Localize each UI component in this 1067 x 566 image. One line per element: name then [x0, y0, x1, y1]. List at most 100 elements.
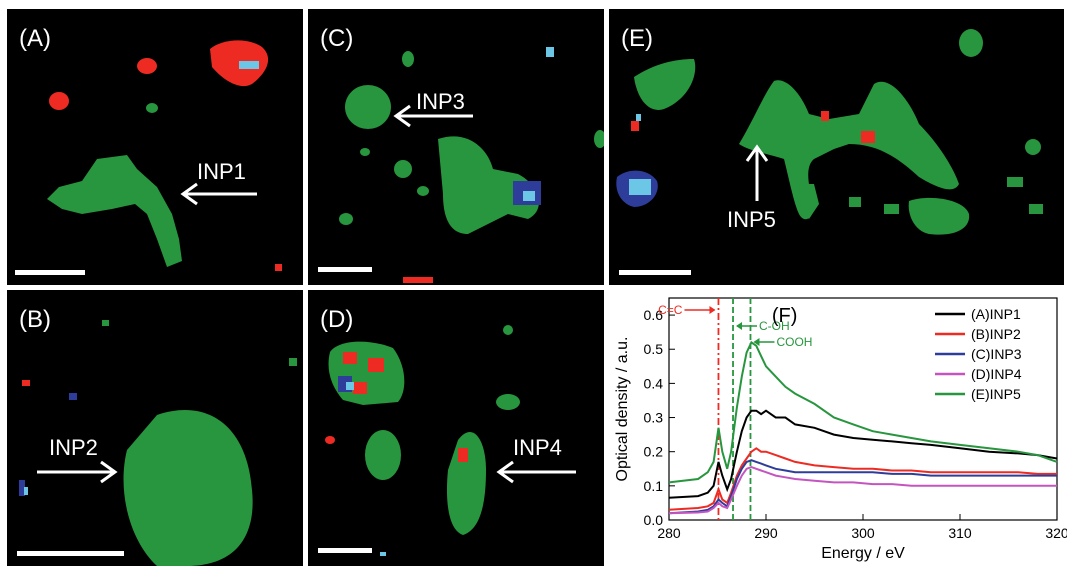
inp2-particle: [123, 410, 253, 566]
scale-bar: [15, 270, 85, 275]
spectra-chart: 280 290 300 310 320 0.0 0.1 0.2 0.3 0.4 0.5 0.6 Ener…: [614, 297, 1067, 562]
green-particle: [799, 184, 819, 219]
arrow-left-icon: [736, 322, 743, 330]
green-particle: [496, 394, 520, 410]
green-particle: [365, 430, 401, 480]
lightblue-region: [346, 382, 354, 390]
series-line: [668, 409, 1058, 499]
series-line: [668, 340, 1058, 484]
red-region: [343, 352, 357, 364]
red-particle: [631, 121, 639, 131]
panel-c-map: [339, 47, 604, 283]
scale-bar: [318, 548, 372, 553]
x-tick-label: 300: [851, 525, 875, 541]
blue-particle: [69, 393, 77, 400]
lightblue-region: [380, 552, 386, 556]
particle-label: INP2: [49, 435, 98, 460]
green-particle: [849, 197, 861, 207]
y-tick-label: 0.0: [644, 512, 664, 528]
red-region: [821, 111, 829, 121]
inp4-particle: [446, 431, 486, 535]
green-particle: [1007, 177, 1023, 187]
legend-label: (C)INP3: [971, 346, 1022, 362]
green-particle: [394, 160, 412, 178]
green-particle: [908, 197, 970, 235]
lightblue-region: [636, 114, 641, 121]
red-particle: [275, 264, 282, 271]
red-region: [458, 448, 468, 462]
green-particle: [102, 320, 109, 326]
panel-label: (C): [320, 25, 354, 52]
green-particle: [438, 136, 539, 234]
y-tick-label: 0.6: [644, 307, 664, 323]
x-tick-label: 310: [948, 525, 972, 541]
arrow-right-icon: [709, 306, 716, 314]
series-line: [668, 466, 1057, 515]
blue-particle: [19, 480, 25, 496]
panel-label: (A): [19, 25, 51, 52]
x-tick-label: 290: [754, 525, 778, 541]
panel-c: (C) INP3: [308, 9, 604, 285]
green-particle: [360, 148, 370, 156]
marker-label: COOH: [776, 335, 812, 349]
arrow-left-icon: [393, 104, 473, 128]
panel-b: (B) INP2: [7, 290, 303, 566]
legend-label: (A)INP1: [971, 306, 1021, 322]
panel-label: (B): [19, 306, 51, 333]
red-region: [368, 358, 384, 372]
marker-label: C-OH: [759, 319, 790, 333]
green-particle: [146, 103, 158, 113]
legend-label: (D)INP4: [971, 366, 1022, 382]
y-tick-label: 0.1: [644, 478, 664, 494]
y-tick-label: 0.2: [644, 444, 664, 460]
lightblue-region: [546, 47, 554, 57]
lightblue-region: [523, 191, 535, 201]
green-particle: [594, 130, 604, 148]
green-particle: [339, 213, 353, 225]
inp1-particle: [47, 155, 182, 267]
green-particle: [289, 358, 297, 366]
red-region: [861, 131, 875, 143]
red-particle: [137, 58, 157, 74]
inp3-particle: [345, 85, 391, 129]
panel-d-map: [325, 325, 520, 556]
arrow-left-icon: [753, 338, 760, 346]
green-particle: [634, 59, 696, 110]
green-particle: [884, 204, 899, 214]
red-region: [353, 382, 367, 394]
green-particle: [1025, 139, 1041, 155]
panel-e-map: [616, 29, 1043, 235]
x-tick-label: 280: [657, 525, 681, 541]
particle-label: INP3: [416, 89, 465, 114]
red-particle: [22, 380, 30, 386]
red-particle: [403, 277, 433, 283]
particle-label: INP1: [197, 159, 246, 184]
panel-e: (E) INP5: [609, 9, 1064, 285]
particle-label: INP5: [727, 207, 776, 232]
series-line: [668, 447, 1057, 511]
y-tick-label: 0.4: [644, 375, 664, 391]
green-particle: [1029, 204, 1043, 214]
arrow-right-icon: [37, 460, 118, 484]
y-tick-label: 0.3: [644, 410, 664, 426]
y-axis-label: Optical density / a.u.: [614, 337, 631, 482]
legend-label: (B)INP2: [971, 326, 1021, 342]
arrow-left-icon: [496, 460, 576, 484]
lightblue-region: [239, 61, 259, 69]
inp5-particle: [739, 80, 959, 220]
y-tick-label: 0.5: [644, 341, 664, 357]
panel-a-map: [47, 40, 282, 271]
panel-d: (D) INP4: [308, 290, 604, 566]
panel-label: (E): [621, 25, 653, 52]
particle-label: INP4: [513, 435, 562, 460]
green-particle: [402, 51, 414, 67]
series-line: [668, 459, 1057, 515]
legend-label: (E)INP5: [971, 386, 1021, 402]
green-particle: [417, 186, 429, 196]
panel-label: (F): [772, 305, 798, 327]
lightblue-region: [24, 487, 28, 495]
marker-label: C=C: [658, 303, 683, 317]
panel-b-map: [19, 320, 297, 566]
arrow-up-icon: [745, 144, 769, 201]
lightblue-region: [629, 179, 651, 195]
